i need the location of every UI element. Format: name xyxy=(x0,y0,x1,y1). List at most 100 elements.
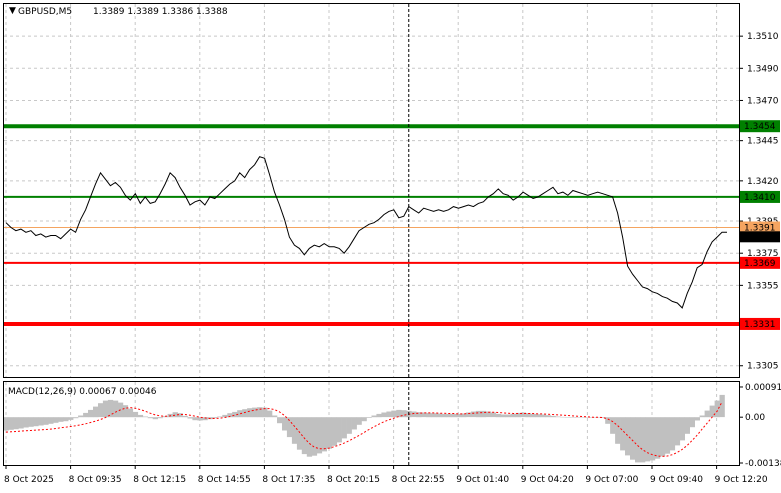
macd-bar xyxy=(58,417,63,422)
macd-bar xyxy=(546,415,551,417)
macd-bar xyxy=(511,414,516,417)
macd-bar xyxy=(23,417,28,427)
macd-bar xyxy=(565,417,570,418)
macd-bar xyxy=(38,417,43,425)
price-tick-label: 1.3470 xyxy=(747,96,779,106)
macd-bar xyxy=(252,408,257,418)
time-tick-label: 9 Oct 01:40 xyxy=(456,475,509,485)
support-price-tag-label: 1.3369 xyxy=(744,259,776,269)
macd-bar xyxy=(700,416,705,418)
price-tick-label: 1.3445 xyxy=(747,137,779,147)
time-tick-label: 9 Oct 12:20 xyxy=(715,475,768,485)
macd-bar xyxy=(580,417,585,418)
macd-bar xyxy=(441,414,446,417)
macd-bar xyxy=(128,409,133,418)
time-tick-label: 8 Oct 20:15 xyxy=(327,475,380,485)
macd-bar xyxy=(367,417,372,418)
macd-bar xyxy=(33,417,38,426)
macd-bar xyxy=(720,395,725,417)
macd-bar xyxy=(645,417,650,461)
macd-bar xyxy=(391,411,396,418)
time-tick-label: 8 Oct 12:15 xyxy=(133,475,186,485)
macd-bar xyxy=(108,400,113,417)
macd-bar xyxy=(665,417,670,454)
symbol-menu-icon[interactable]: ▼ xyxy=(9,6,16,16)
last-price-tag-label: 1.3388 xyxy=(744,233,776,243)
time-tick-label: 9 Oct 04:20 xyxy=(521,475,574,485)
macd-bar xyxy=(247,408,252,417)
macd-tick-label: 0.00 xyxy=(745,413,765,423)
macd-bar xyxy=(13,417,18,429)
time-tick-label: 8 Oct 14:55 xyxy=(198,475,251,485)
macd-bar xyxy=(133,412,138,417)
resistance-price-tag-label: 1.3410 xyxy=(744,193,776,203)
macd-bar xyxy=(680,417,685,440)
macd-bar xyxy=(93,407,98,418)
macd-bar xyxy=(18,417,23,428)
macd-bar xyxy=(496,414,501,417)
macd-bar xyxy=(98,403,103,417)
macd-bar xyxy=(242,409,247,417)
macd-bar xyxy=(536,414,541,417)
macd-bar xyxy=(376,414,381,417)
macd-bar xyxy=(312,417,317,456)
macd-bar xyxy=(705,411,710,418)
macd-bar xyxy=(272,416,277,418)
macd-bar xyxy=(188,417,193,418)
macd-bar xyxy=(710,406,715,418)
time-tick-label: 8 Oct 22:55 xyxy=(392,475,445,485)
macd-bar xyxy=(386,412,391,418)
symbol-label: GBPUSD,M5 xyxy=(18,7,72,17)
macd-bar xyxy=(655,417,660,459)
macd-bar xyxy=(113,401,118,418)
macd-bar xyxy=(222,415,227,417)
macd-bar xyxy=(292,417,297,444)
macd-bar xyxy=(277,417,282,423)
macd-bar xyxy=(143,417,148,418)
macd-bar xyxy=(347,417,352,434)
macd-bar xyxy=(327,417,332,449)
macd-bar xyxy=(476,411,481,417)
macd-bar xyxy=(123,405,128,417)
macd-bar xyxy=(372,416,377,418)
support-price-tag-label: 1.3331 xyxy=(744,320,776,330)
macd-bar xyxy=(446,414,451,417)
macd-bar xyxy=(675,417,680,445)
macd-bar xyxy=(352,417,357,429)
resistance-price-tag-label: 1.3454 xyxy=(744,122,776,132)
macd-bar xyxy=(620,417,625,450)
macd-bar xyxy=(337,417,342,442)
macd-bar xyxy=(610,417,615,434)
macd-bar xyxy=(650,417,655,460)
macd-tick-label: -0.00138 xyxy=(745,459,781,469)
macd-bar xyxy=(332,417,337,446)
price-tick-label: 1.3510 xyxy=(747,32,779,42)
macd-bar xyxy=(506,415,511,418)
macd-bar xyxy=(570,417,575,418)
macd-bar xyxy=(28,417,33,427)
macd-bar xyxy=(68,417,73,420)
time-tick-label: 8 Oct 09:35 xyxy=(69,475,122,485)
macd-bar xyxy=(575,417,580,418)
macd-bar xyxy=(471,412,476,418)
macd-bar xyxy=(431,413,436,417)
macd-bar xyxy=(43,417,48,425)
macd-bar xyxy=(381,413,386,418)
macd-bar xyxy=(660,417,665,456)
macd-bar xyxy=(436,414,441,418)
macd-bar xyxy=(685,417,690,434)
macd-bar xyxy=(501,415,506,418)
macd-bar xyxy=(83,413,88,417)
price-tick-label: 1.3490 xyxy=(747,64,779,74)
macd-bar xyxy=(615,417,620,444)
macd-bar xyxy=(342,417,347,438)
macd-bar xyxy=(48,417,53,424)
macd-bar xyxy=(715,401,720,418)
macd-bar xyxy=(138,415,143,417)
macd-bar xyxy=(411,412,416,418)
macd-bar xyxy=(78,416,83,418)
macd-bar xyxy=(670,417,675,450)
time-tick-label: 8 Oct 17:35 xyxy=(262,475,315,485)
macd-bar xyxy=(362,417,367,421)
